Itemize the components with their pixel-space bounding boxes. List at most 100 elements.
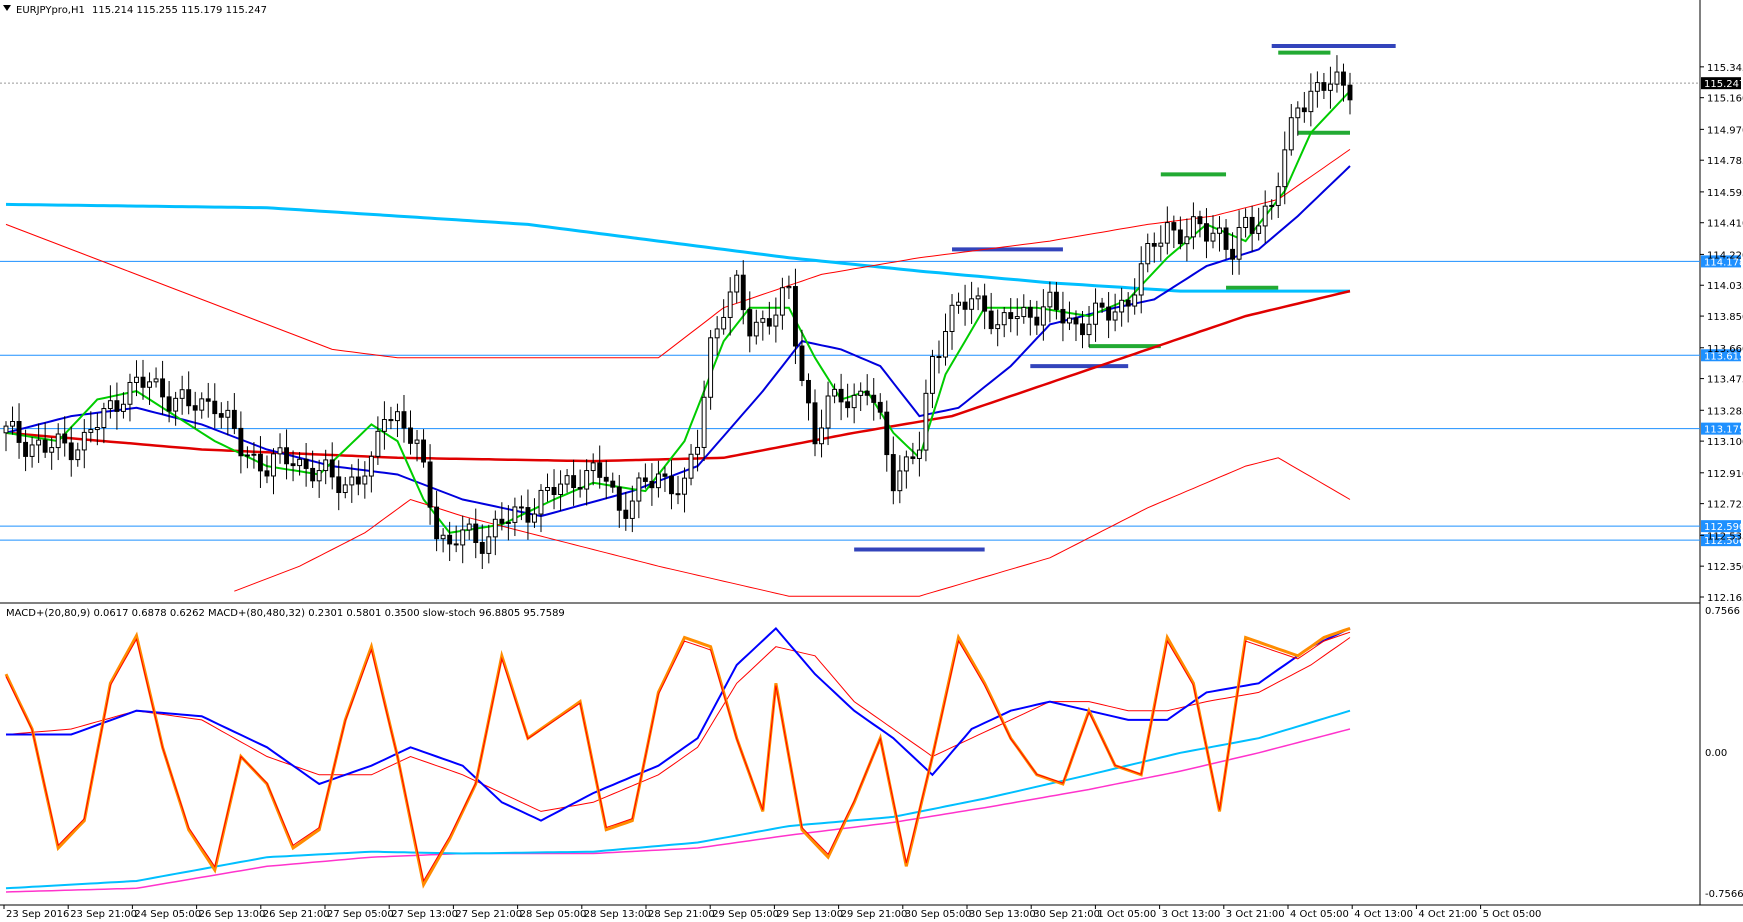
time-tick-label: 28 Sep 13:00 [584,909,651,920]
bear-candle [42,439,48,453]
bull-candle [1132,294,1138,307]
hline-price-label-bg [1701,534,1741,547]
bull-candle [323,459,329,472]
bear-candle [616,486,622,511]
bear-candle [218,413,224,418]
bull-candle [1308,90,1314,113]
macd-fast-line [6,626,1351,822]
horizontal-lines-layer [0,82,1700,541]
macd-fast-signal-line [5,637,1351,812]
bull-candle [466,523,472,531]
bear-candle [401,411,407,429]
bear-candle [845,401,851,409]
bear-candle [890,454,896,492]
bear-candle [114,400,120,412]
bear-candle [610,480,616,488]
bear-candle [1060,308,1066,324]
bull-candle [81,431,87,451]
bull-candle [1145,243,1151,265]
hline-price-label: 112.590 [1704,522,1743,533]
bear-candle [1106,306,1112,321]
bear-candle [988,310,994,330]
bear-candle [1008,312,1014,320]
indicator-axis-mid: 0.00 [1705,748,1727,759]
time-tick-label: 23 Sep 21:00 [70,909,137,920]
bull-candle [558,483,564,496]
bear-candle [577,487,583,490]
bull-candle [1243,216,1249,229]
hline-price-label: 113.615 [1704,351,1743,362]
bull-candle [244,454,250,457]
indicator-axis-bottom: -0.7566 [1705,889,1743,900]
bull-candle [512,506,518,523]
bull-candle [127,381,133,405]
bear-candle [1321,82,1327,91]
time-tick-label: 29 Sep 05:00 [712,909,779,920]
bear-candle [427,461,433,508]
bull-candle [851,394,857,409]
time-tick-label: 28 Sep 21:00 [648,909,715,920]
bear-candle [812,402,818,445]
stochastic-signal-line [5,631,1351,883]
bear-candle [642,477,648,482]
bear-candle [1347,84,1353,101]
bull-candle [271,453,276,477]
bear-candle [205,398,211,402]
bull-candle [1236,227,1242,260]
time-tick-label: 28 Sep 05:00 [520,909,587,920]
bull-candle [440,534,446,540]
bear-candle [551,487,557,496]
bear-candle [68,442,74,461]
bull-candle [173,397,179,412]
bull-candle [734,274,740,293]
bear-candle [571,475,577,489]
bull-candle [923,392,929,451]
bull-candle [120,403,126,412]
bull-candle [1040,306,1046,326]
symbol-label: EURJPYpro,H1 [16,5,85,16]
bear-candle [518,506,524,509]
bull-candle [1093,302,1099,325]
bear-candle [408,427,413,444]
bull-candle [414,439,420,444]
bull-candle [460,529,466,546]
bear-candle [388,419,394,422]
bear-candle [499,518,505,524]
bear-candle [310,467,316,482]
envelope_lower-line [234,457,1351,597]
time-tick-label: 1 Oct 05:00 [1097,909,1156,920]
bear-candle [62,433,68,444]
bear-candle [231,409,237,429]
bear-candle [1171,222,1177,231]
bull-candle [714,328,720,339]
macd-slow-signal-line [5,728,1351,893]
bull-candle [225,409,231,418]
bull-candle [88,429,94,433]
bear-candle [1177,229,1183,245]
triangle-down-icon[interactable] [3,5,11,11]
time-tick-label: 23 Sep 2016 [6,909,69,920]
bull-candle [251,453,257,456]
time-tick-label: 30 Sep 21:00 [1033,909,1100,920]
bull-candle [584,470,590,490]
price-tick-label: 113.475 [1707,375,1743,386]
hline-price-label-bg [1701,255,1741,268]
price-tick-label: 112.165 [1707,593,1743,604]
bear-candle [1204,223,1209,242]
bear-candle [479,542,485,554]
bear-candle [669,475,674,495]
hline-price-label-bg [1701,520,1741,533]
hline-price-label: 112.506 [1704,536,1743,547]
hline-price-label-bg [1701,422,1741,435]
price-tick-label: 114.595 [1707,188,1743,199]
bear-candle [877,401,883,413]
bear-candle [603,476,609,482]
time-tick-label: 27 Sep 21:00 [455,909,522,920]
bull-candle [897,470,903,492]
bull-candle [1275,186,1281,206]
indicator-axis-top: 0.7566 [1705,606,1740,617]
price-tick-label: 115.160 [1707,94,1743,105]
bull-candle [395,411,400,422]
